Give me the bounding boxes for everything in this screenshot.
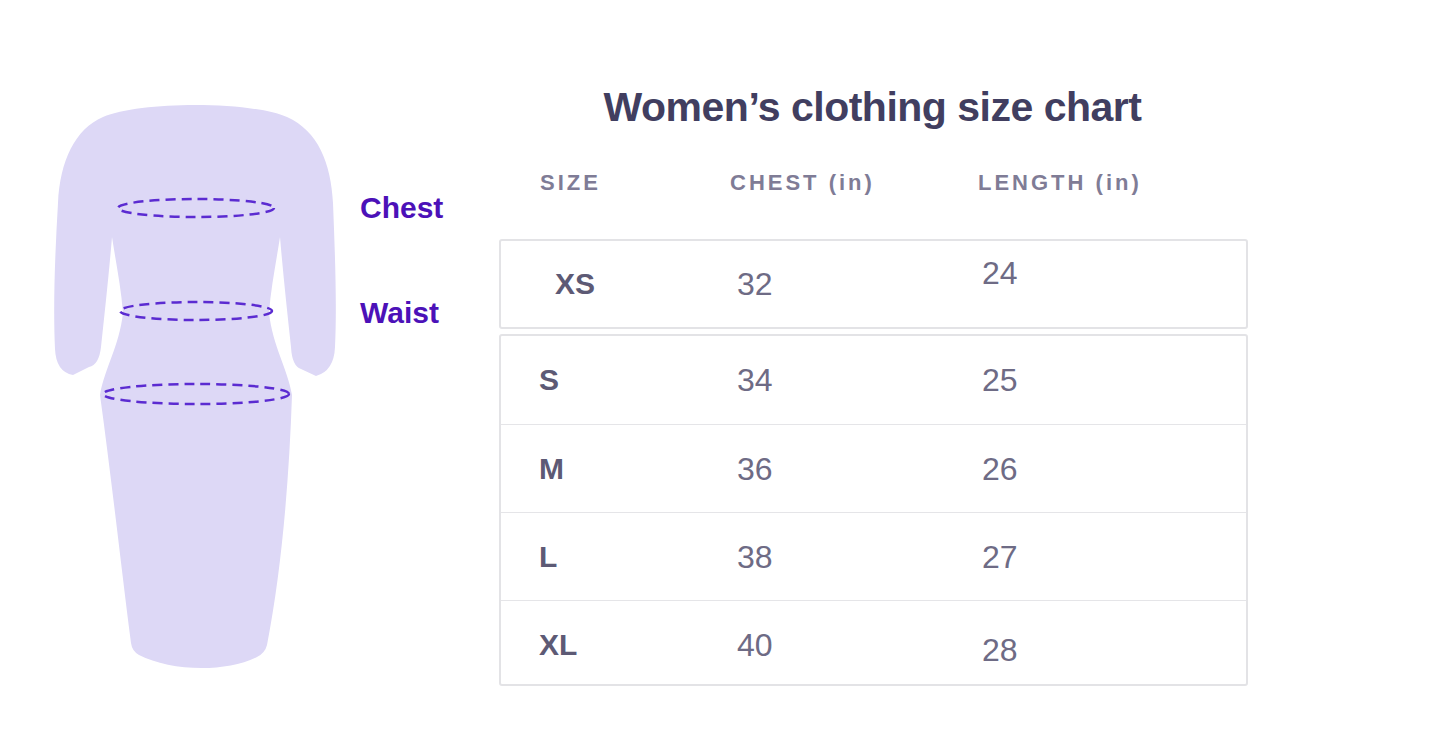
size-chart-infographic: Chest Waist Women’s clothing size chart … bbox=[0, 0, 1445, 731]
size-cell: XL bbox=[539, 630, 577, 660]
table-row: XS 32 24 bbox=[501, 241, 1246, 327]
page-title: Women’s clothing size chart bbox=[465, 84, 1280, 131]
chest-cell: 36 bbox=[737, 453, 773, 485]
table-row-group-xs: XS 32 24 bbox=[499, 239, 1248, 329]
table-header-row: SIZE CHEST (in) LENGTH (in) bbox=[499, 170, 1248, 200]
length-cell: 26 bbox=[982, 453, 1018, 485]
size-cell: S bbox=[539, 365, 559, 395]
table-row-group: S 34 25 M 36 26 L 38 27 XL 40 28 bbox=[499, 334, 1248, 686]
column-header-size: SIZE bbox=[540, 170, 601, 196]
table-row: S 34 25 bbox=[501, 336, 1246, 424]
length-cell: 25 bbox=[982, 364, 1018, 396]
waist-label: Waist bbox=[360, 298, 439, 328]
table-row: L 38 27 bbox=[501, 512, 1246, 600]
column-header-length: LENGTH (in) bbox=[978, 170, 1142, 196]
size-cell: XS bbox=[555, 269, 595, 299]
chest-cell: 40 bbox=[737, 629, 773, 661]
dress-illustration bbox=[35, 95, 365, 685]
dress-silhouette bbox=[54, 105, 336, 668]
size-cell: L bbox=[539, 542, 557, 572]
chest-label: Chest bbox=[360, 193, 443, 223]
length-cell: 24 bbox=[982, 257, 1018, 289]
size-cell: M bbox=[539, 454, 564, 484]
length-cell: 28 bbox=[982, 633, 1018, 665]
chest-cell: 32 bbox=[737, 268, 773, 300]
length-cell: 27 bbox=[982, 541, 1018, 573]
size-table: SIZE CHEST (in) LENGTH (in) XS 32 24 S 3… bbox=[499, 170, 1248, 686]
column-header-chest: CHEST (in) bbox=[730, 170, 875, 196]
chest-cell: 34 bbox=[737, 364, 773, 396]
table-row: M 36 26 bbox=[501, 424, 1246, 512]
table-row: XL 40 28 bbox=[501, 600, 1246, 688]
chest-cell: 38 bbox=[737, 541, 773, 573]
